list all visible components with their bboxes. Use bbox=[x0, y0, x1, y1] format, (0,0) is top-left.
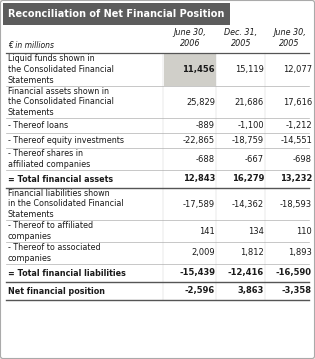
Text: 16,279: 16,279 bbox=[232, 174, 264, 183]
Text: 141: 141 bbox=[199, 227, 215, 236]
Text: 21,686: 21,686 bbox=[235, 98, 264, 107]
Text: - Thereof equity investments: - Thereof equity investments bbox=[8, 136, 124, 145]
Text: 12,843: 12,843 bbox=[183, 174, 215, 183]
Text: 13,232: 13,232 bbox=[280, 174, 312, 183]
Text: -889: -889 bbox=[196, 121, 215, 130]
Text: Dec. 31,
2005: Dec. 31, 2005 bbox=[224, 28, 258, 48]
Text: June 30,
2005: June 30, 2005 bbox=[273, 28, 306, 48]
Text: = Total financial liabilities: = Total financial liabilities bbox=[8, 269, 126, 278]
Bar bbox=[3, 3, 230, 25]
Text: Reconciliation of Net Financial Position: Reconciliation of Net Financial Position bbox=[8, 9, 224, 19]
Text: - Thereof loans: - Thereof loans bbox=[8, 121, 68, 130]
Text: Net financial position: Net financial position bbox=[8, 286, 105, 295]
Text: 25,829: 25,829 bbox=[186, 98, 215, 107]
Text: -18,759: -18,759 bbox=[232, 136, 264, 145]
Text: -14,362: -14,362 bbox=[232, 200, 264, 209]
Text: -12,416: -12,416 bbox=[228, 269, 264, 278]
Text: 12,077: 12,077 bbox=[283, 65, 312, 74]
Text: = Total financial assets: = Total financial assets bbox=[8, 174, 113, 183]
Text: -15,439: -15,439 bbox=[179, 269, 215, 278]
Text: Financial assets shown in
the Consolidated Financial
Statements: Financial assets shown in the Consolidat… bbox=[8, 87, 114, 117]
Text: -667: -667 bbox=[245, 154, 264, 163]
Text: € in millions: € in millions bbox=[8, 41, 54, 50]
Text: -22,865: -22,865 bbox=[183, 136, 215, 145]
Text: -14,551: -14,551 bbox=[280, 136, 312, 145]
Text: 110: 110 bbox=[296, 227, 312, 236]
Text: - Thereof to associated
companies: - Thereof to associated companies bbox=[8, 243, 100, 263]
Text: -688: -688 bbox=[196, 154, 215, 163]
Bar bbox=[164, 53, 216, 86]
Text: - Thereof shares in
affiliated companies: - Thereof shares in affiliated companies bbox=[8, 149, 90, 169]
Text: 3,863: 3,863 bbox=[238, 286, 264, 295]
Text: -698: -698 bbox=[293, 154, 312, 163]
Text: 15,119: 15,119 bbox=[235, 65, 264, 74]
Text: -3,358: -3,358 bbox=[282, 286, 312, 295]
Text: June 30,
2006: June 30, 2006 bbox=[174, 28, 206, 48]
Text: 2,009: 2,009 bbox=[192, 248, 215, 257]
Text: Liquid funds shown in
the Consolidated Financial
Statements: Liquid funds shown in the Consolidated F… bbox=[8, 54, 114, 85]
Text: -1,212: -1,212 bbox=[285, 121, 312, 130]
Text: 11,456: 11,456 bbox=[182, 65, 215, 74]
Text: 1,893: 1,893 bbox=[288, 248, 312, 257]
Text: 17,616: 17,616 bbox=[283, 98, 312, 107]
Text: -16,590: -16,590 bbox=[276, 269, 312, 278]
Text: 134: 134 bbox=[248, 227, 264, 236]
Text: -2,596: -2,596 bbox=[185, 286, 215, 295]
Text: -1,100: -1,100 bbox=[238, 121, 264, 130]
Text: -18,593: -18,593 bbox=[280, 200, 312, 209]
Text: - Thereof to affiliated
companies: - Thereof to affiliated companies bbox=[8, 221, 93, 241]
Text: -17,589: -17,589 bbox=[183, 200, 215, 209]
Text: Financial liabilities shown
in the Consolidated Financial
Statements: Financial liabilities shown in the Conso… bbox=[8, 189, 123, 219]
Text: 1,812: 1,812 bbox=[240, 248, 264, 257]
